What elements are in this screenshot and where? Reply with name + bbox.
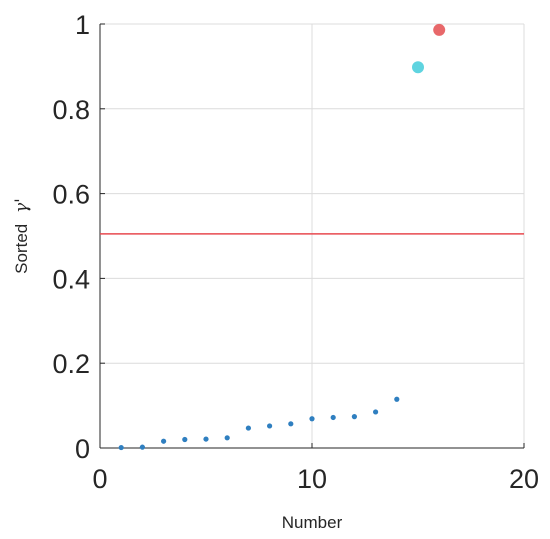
x-tick-label-0: 0: [92, 464, 107, 494]
data-point-s0-2: [161, 438, 167, 444]
y-axis-label-text: Sorted: [12, 224, 31, 274]
data-point-s2-0: [433, 23, 446, 36]
data-point-s0-1: [139, 444, 145, 450]
y-tick-labels: 0 0.2 0.4 0.6 0.8 1: [52, 10, 90, 464]
data-point-s0-4: [203, 436, 209, 442]
y-tick-label-5: 1: [75, 10, 90, 40]
y-tick-label-2: 0.4: [52, 264, 90, 294]
x-tick-label-2: 20: [509, 464, 539, 494]
x-tick-label-1: 10: [297, 464, 327, 494]
data-point-s0-12: [373, 409, 379, 415]
x-tick-labels: 0 10 20: [92, 464, 539, 494]
data-points: [118, 23, 446, 451]
data-point-s0-0: [118, 444, 124, 451]
data-point-s0-8: [288, 421, 294, 427]
y-tick-label-3: 0.6: [52, 180, 90, 210]
data-point-s0-9: [309, 416, 315, 422]
y-tick-label-0: 0: [75, 434, 90, 464]
y-axis-label-symbol: γ': [12, 198, 32, 213]
data-point-s0-3: [182, 436, 188, 443]
y-tick-label-4: 0.8: [52, 95, 90, 125]
y-tick-label-1: 0.2: [52, 349, 90, 379]
data-point-s0-5: [224, 435, 230, 441]
y-axis-label: Sorted γ': [12, 198, 32, 274]
data-point-s0-6: [245, 425, 251, 431]
axes: [99, 23, 525, 449]
data-point-s1-0: [412, 61, 424, 74]
data-point-s0-7: [267, 423, 273, 429]
x-axis-label: Number: [282, 513, 343, 532]
data-point-s0-11: [351, 414, 357, 420]
data-point-s0-10: [330, 414, 336, 421]
data-point-s0-13: [394, 396, 400, 402]
